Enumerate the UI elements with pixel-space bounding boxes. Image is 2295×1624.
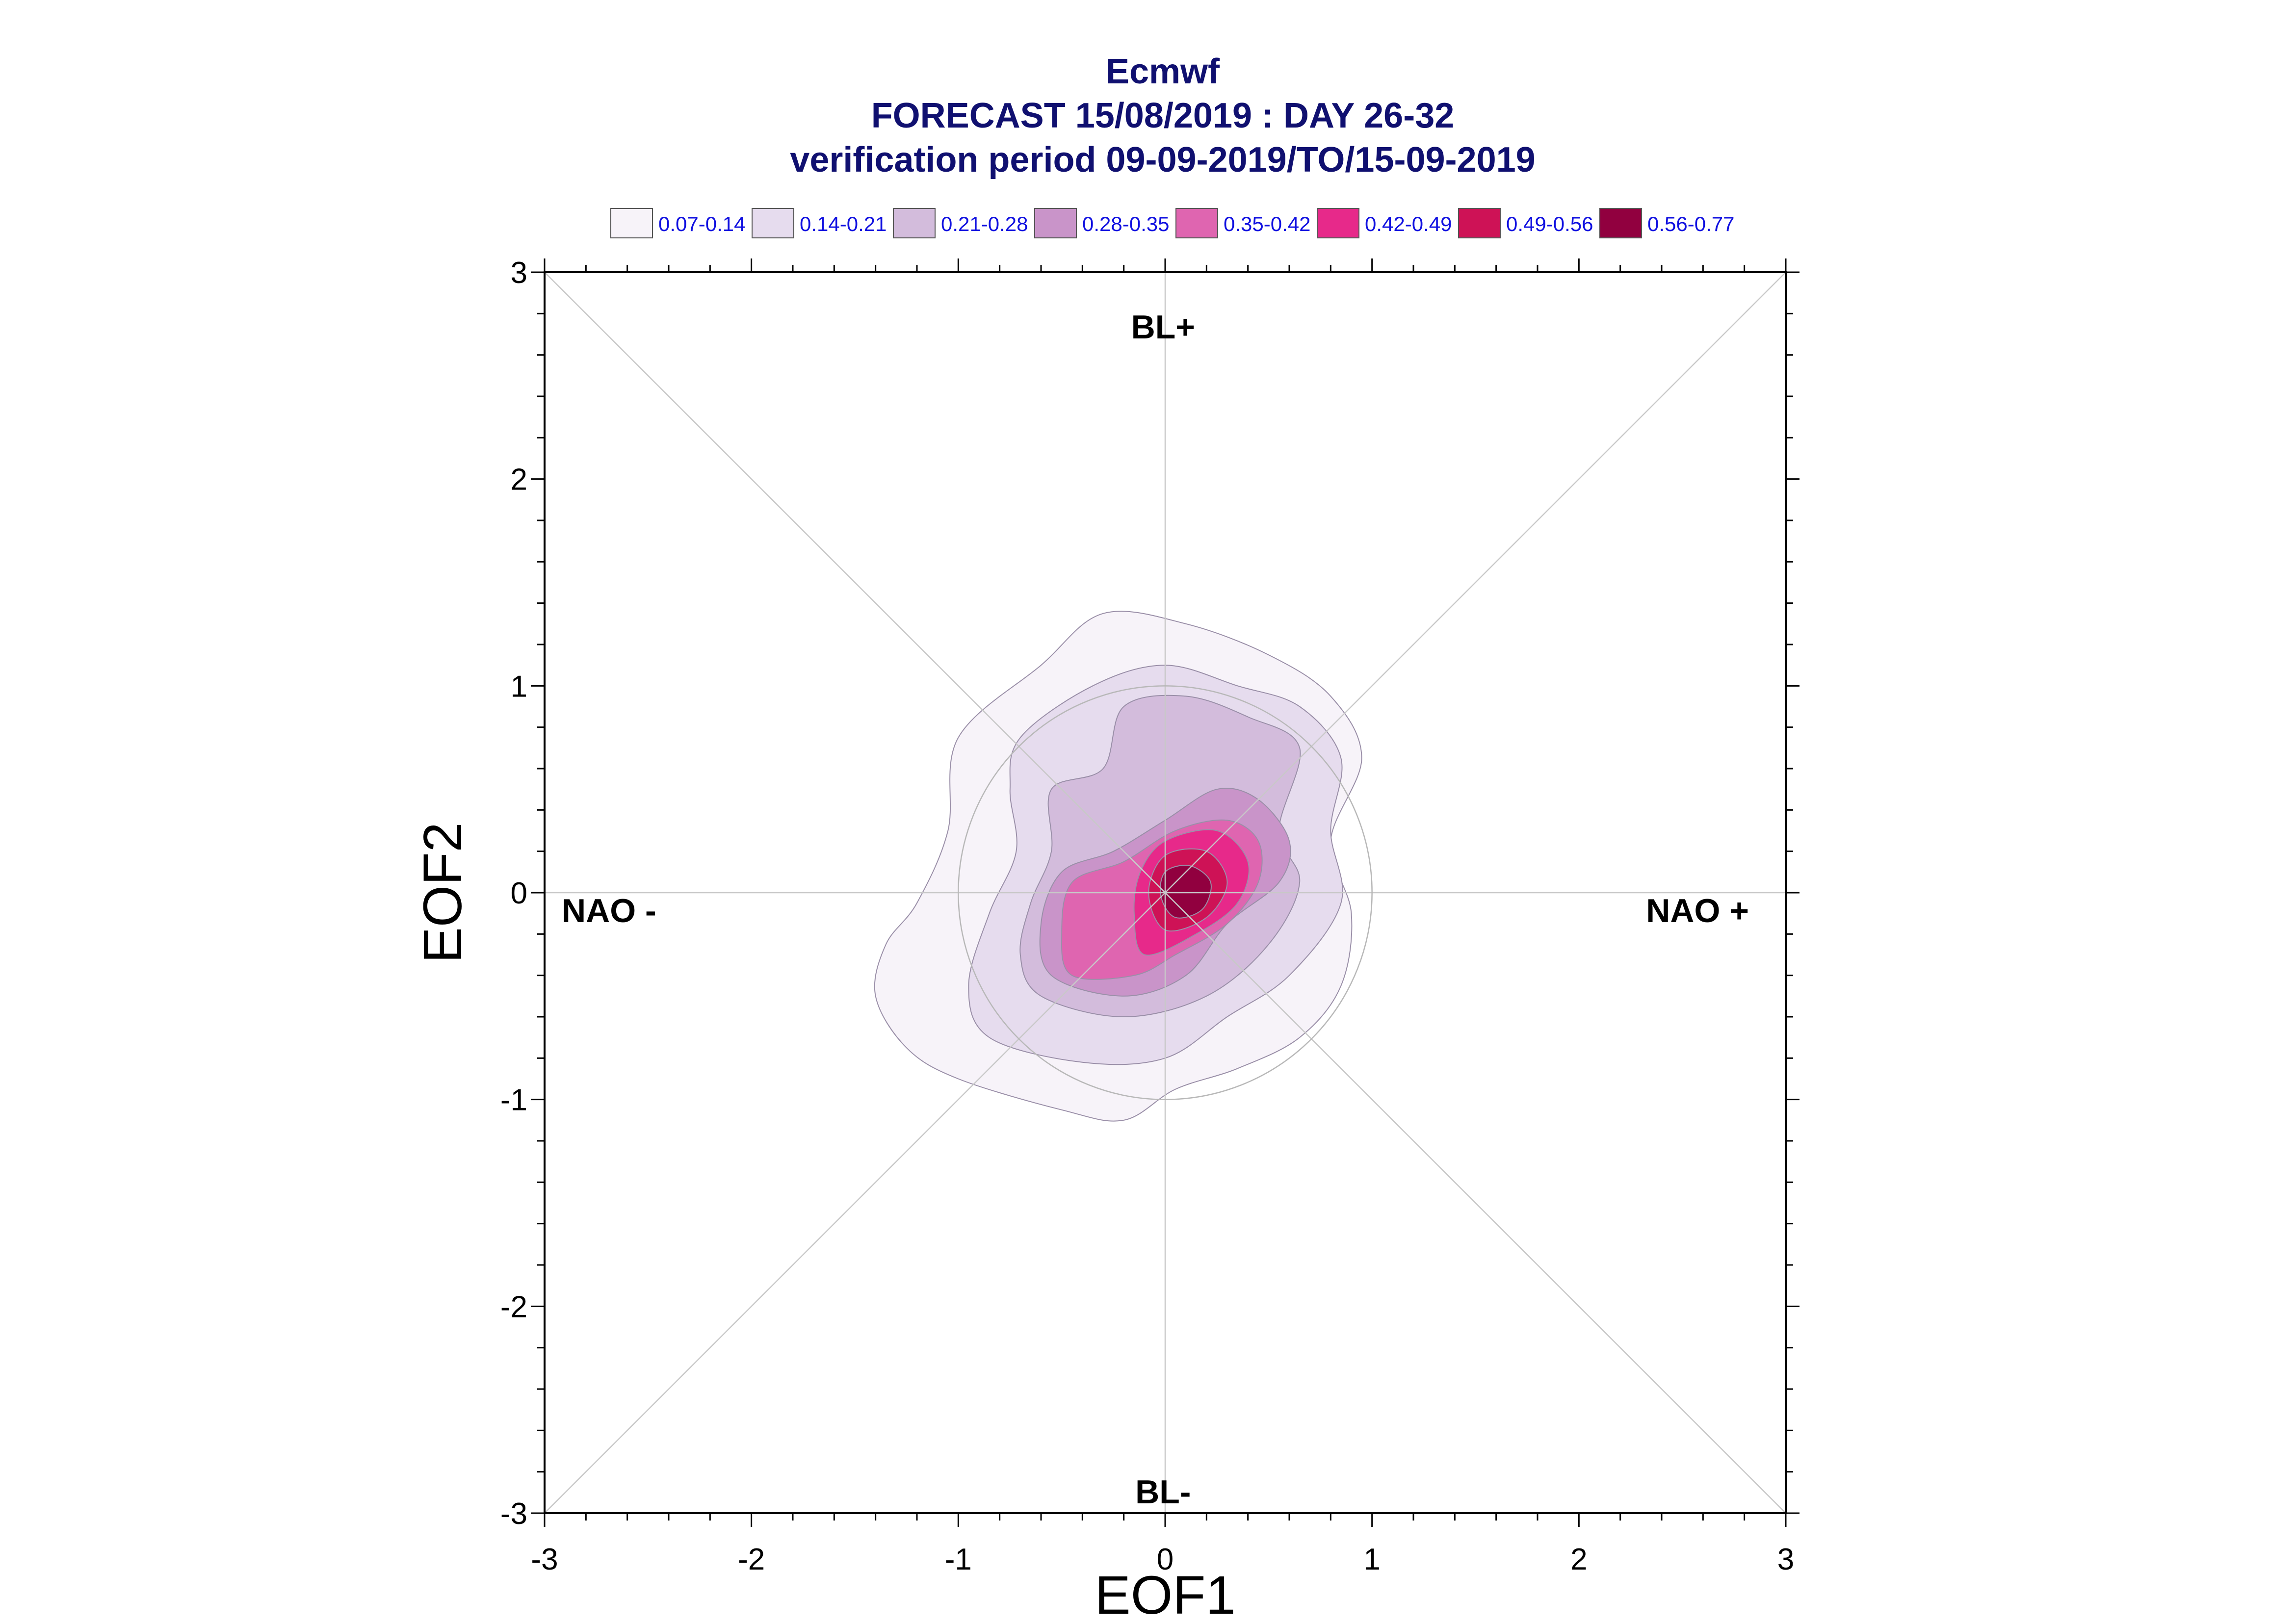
y-tick-label: -1 [500, 1083, 527, 1117]
axis-ticks: -3 -2 -1 0 1 2 3 -3 -2 -1 0 1 2 3 [500, 256, 1799, 1576]
legend-swatch [1599, 208, 1642, 238]
x-tick-label: 3 [1777, 1543, 1794, 1576]
x-tick-label: 0 [1157, 1543, 1174, 1576]
x-tick-label: -2 [738, 1543, 765, 1576]
legend-swatch [1317, 208, 1359, 238]
y-axis-title: EOF2 [413, 822, 473, 963]
y-tick-label: 2 [511, 463, 527, 497]
legend-label: 0.14-0.21 [800, 212, 887, 235]
reference-lines [544, 272, 1786, 1514]
y-tick-label: 1 [511, 670, 527, 703]
legend-label: 0.42-0.49 [1365, 212, 1452, 235]
density-contours [874, 611, 1362, 1122]
legend-swatch [1175, 208, 1218, 238]
regime-label-bl-minus: BL- [1135, 1473, 1191, 1511]
regime-label-nao-plus: NAO + [1646, 892, 1749, 929]
regime-label-bl-plus: BL+ [1131, 309, 1195, 346]
legend-label: 0.28-0.35 [1082, 212, 1169, 235]
x-axis-title: EOF1 [1095, 1565, 1235, 1624]
chart-title: Ecmwf [1106, 52, 1220, 91]
regime-label-nao-minus: NAO - [562, 892, 656, 929]
legend-label: 0.35-0.42 [1224, 212, 1310, 235]
legend-swatch [893, 208, 936, 238]
diagonal-reference-line-2 [544, 272, 1786, 1514]
legend-swatch [610, 208, 653, 238]
y-tick-label: -3 [500, 1497, 527, 1531]
x-tick-label: 2 [1570, 1543, 1587, 1576]
legend-label: 0.56-0.77 [1647, 212, 1734, 235]
regime-labels: BL+ BL- NAO - NAO + [562, 309, 1749, 1511]
chart-titles: Ecmwf FORECAST 15/08/2019 : DAY 26-32 ve… [790, 52, 1535, 180]
legend-label: 0.21-0.28 [941, 212, 1028, 235]
legend-label: 0.07-0.14 [658, 212, 745, 235]
plot-area: -3 -2 -1 0 1 2 3 -3 -2 -1 0 1 2 3 BL+ BL- NAO - NAO + [500, 256, 1799, 1576]
x-tick-label: 1 [1363, 1543, 1380, 1576]
chart-subtitle-line-1: FORECAST 15/08/2019 : DAY 26-32 [871, 96, 1455, 135]
unit-reference-circle [958, 685, 1373, 1100]
legend-swatch [752, 208, 794, 238]
y-tick-label: 0 [511, 876, 527, 910]
legend-swatch [1034, 208, 1077, 238]
chart-legend: 0.07-0.14 0.14-0.21 0.21-0.28 0.28-0.35 0.35… [610, 208, 1734, 238]
legend-label: 0.49-0.56 [1506, 212, 1593, 235]
chart-subtitle-line-2: verification period 09-09-2019/TO/15-09-… [790, 140, 1535, 180]
x-tick-label: -3 [531, 1543, 558, 1576]
y-tick-label: 3 [511, 256, 527, 290]
x-tick-label: -1 [945, 1543, 972, 1576]
legend-swatch [1458, 208, 1501, 238]
y-tick-label: -2 [500, 1290, 527, 1324]
